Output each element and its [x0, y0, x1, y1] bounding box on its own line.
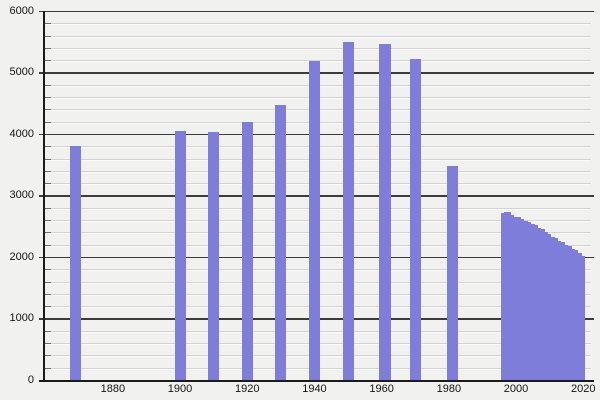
census-population-bar	[174, 130, 186, 380]
y-tick-label: 6000	[9, 4, 34, 17]
gridline-minor-tick	[44, 207, 52, 209]
gridline-minor-tick	[44, 183, 52, 185]
gridline-minor	[44, 60, 591, 62]
gridline-minor-highlight	[44, 48, 591, 50]
annual-population-bar	[534, 224, 538, 380]
census-population-bar	[379, 43, 391, 380]
gridline-minor-tick	[44, 158, 52, 160]
gridline-minor	[44, 47, 591, 49]
y-tick-label: 0	[27, 373, 34, 386]
gridline-minor-tick	[44, 220, 52, 222]
annual-population-bar	[561, 242, 565, 380]
x-axis-line	[38, 379, 594, 382]
annual-population-bar	[578, 253, 582, 380]
gridline-minor	[44, 35, 591, 37]
annual-population-bar	[524, 220, 528, 380]
gridline-minor-tick	[44, 109, 52, 111]
x-tick-label: 1940	[302, 382, 327, 395]
gridline-minor	[44, 23, 591, 25]
gridline-minor-tick	[44, 330, 52, 332]
annual-population-bar	[547, 233, 552, 380]
annual-population-bar	[517, 217, 522, 380]
annual-population-bar	[568, 245, 572, 380]
gridline-minor-tick	[44, 293, 52, 295]
gridline-minor-tick	[44, 355, 52, 357]
x-tick-label: 1880	[100, 382, 126, 395]
y-axis-line	[43, 11, 45, 382]
x-tick-label: 1920	[235, 382, 260, 395]
annual-population-bar	[571, 249, 575, 380]
gridline-minor-tick	[44, 121, 52, 123]
y-tick-label: 4000	[9, 127, 34, 140]
annual-population-bar	[581, 256, 585, 380]
gridline-minor-tick	[44, 281, 52, 283]
annual-population-bar	[551, 236, 555, 380]
annual-population-bar	[507, 212, 512, 380]
x-tick-label: 1960	[369, 382, 394, 395]
gridline-minor-tick	[44, 35, 52, 37]
gridline-minor-tick	[44, 244, 52, 246]
gridline-major	[38, 10, 594, 13]
gridline-minor-highlight	[44, 24, 591, 26]
annual-population-bar	[554, 237, 559, 380]
census-population-bar	[70, 146, 82, 380]
gridline-minor-highlight	[44, 36, 591, 38]
census-population-bar	[241, 122, 253, 380]
census-population-bar	[446, 165, 458, 380]
annual-population-bar	[558, 241, 562, 380]
gridline-minor-tick	[44, 232, 52, 234]
census-population-bar	[409, 58, 421, 380]
x-tick-label: 1980	[436, 382, 462, 395]
gridline-minor-tick	[44, 47, 52, 49]
census-population-bar	[342, 42, 354, 380]
gridline-minor-tick	[44, 306, 52, 308]
x-tick-label: 2020	[571, 382, 596, 395]
annual-population-bar	[521, 218, 525, 380]
annual-population-bar	[544, 232, 548, 380]
x-tick-label: 1900	[167, 382, 193, 395]
y-tick-label: 3000	[9, 189, 34, 201]
annual-population-bar	[511, 215, 515, 380]
y-tick-label: 2000	[9, 250, 34, 263]
annual-population-bar	[574, 250, 579, 380]
y-tick-label: 1000	[9, 312, 34, 324]
annual-population-bar	[504, 212, 508, 380]
gridline-minor-tick	[44, 84, 52, 86]
annual-population-bar	[564, 244, 569, 380]
gridline-minor-tick	[44, 23, 52, 25]
x-tick-label: 2000	[503, 382, 529, 395]
annual-population-bar	[514, 216, 518, 380]
gridline-minor-tick	[44, 97, 52, 99]
gridline-minor-tick	[44, 170, 52, 172]
census-population-bar	[308, 61, 320, 380]
annual-population-bar	[541, 229, 545, 380]
census-population-bar	[275, 105, 287, 380]
annual-population-bar	[500, 213, 505, 380]
gridline-minor-tick	[44, 343, 52, 345]
annual-population-bar	[537, 228, 542, 380]
gridline-minor-tick	[44, 269, 52, 271]
annual-population-bar	[527, 221, 532, 380]
y-tick-label: 5000	[9, 66, 34, 78]
annual-population-bar	[531, 224, 535, 380]
gridline-minor-tick	[44, 60, 52, 62]
gridline-minor-tick	[44, 367, 52, 369]
gridline-minor-tick	[44, 146, 52, 148]
census-population-bar	[208, 132, 220, 380]
